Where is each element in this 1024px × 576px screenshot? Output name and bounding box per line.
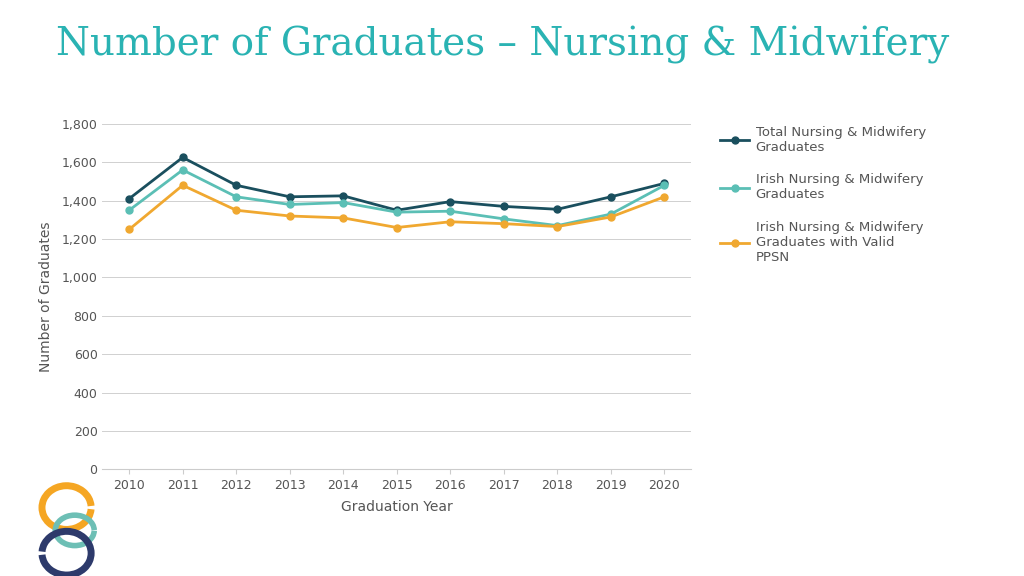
- Y-axis label: Number of Graduates: Number of Graduates: [39, 221, 53, 372]
- Text: www.cso.ie: www.cso.ie: [854, 521, 978, 540]
- X-axis label: Graduation Year: Graduation Year: [341, 501, 453, 514]
- Legend: Total Nursing & Midwifery
Graduates, Irish Nursing & Midwifery
Graduates, Irish : Total Nursing & Midwifery Graduates, Iri…: [715, 120, 931, 270]
- Text: Number of Graduates – Nursing & Midwifery: Number of Graduates – Nursing & Midwifer…: [56, 26, 949, 64]
